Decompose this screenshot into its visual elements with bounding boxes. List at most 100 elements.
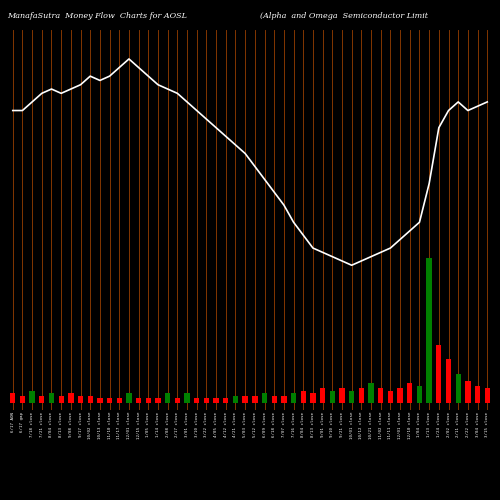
- Bar: [126, 393, 132, 403]
- Text: 7/07 close: 7/07 close: [282, 412, 286, 437]
- Bar: [68, 393, 73, 403]
- Bar: [58, 396, 64, 403]
- Text: 7/16 close: 7/16 close: [292, 412, 296, 437]
- Text: 4/12 close: 4/12 close: [224, 412, 228, 437]
- Bar: [165, 393, 170, 403]
- Bar: [146, 398, 151, 403]
- Bar: [272, 396, 277, 403]
- Text: 2/02 close: 2/02 close: [446, 412, 450, 437]
- Bar: [156, 398, 160, 403]
- Text: 9/10 close: 9/10 close: [330, 412, 334, 437]
- Bar: [484, 388, 490, 403]
- Text: 11/17 close: 11/17 close: [118, 412, 122, 440]
- Bar: [456, 374, 461, 403]
- Bar: [436, 345, 442, 403]
- Bar: [340, 388, 344, 403]
- Bar: [30, 390, 35, 403]
- Bar: [281, 396, 286, 403]
- Text: 7/21 close: 7/21 close: [40, 412, 44, 437]
- Text: 2/11 close: 2/11 close: [456, 412, 460, 437]
- Bar: [378, 388, 384, 403]
- Bar: [10, 393, 16, 403]
- Text: 6/17 AON: 6/17 AON: [10, 412, 14, 432]
- Bar: [252, 396, 258, 403]
- Bar: [20, 396, 25, 403]
- Text: 9/01 close: 9/01 close: [320, 412, 324, 437]
- Text: 8/13 close: 8/13 close: [311, 412, 315, 437]
- Text: 6/17 gap: 6/17 gap: [20, 412, 24, 432]
- Text: 1/13 close: 1/13 close: [427, 412, 431, 437]
- Text: (Alpha  and Omega  Semiconductor Limit: (Alpha and Omega Semiconductor Limit: [260, 12, 428, 20]
- Bar: [116, 398, 122, 403]
- Bar: [368, 384, 374, 403]
- Text: 10/12 close: 10/12 close: [360, 412, 364, 440]
- Text: 3/22 close: 3/22 close: [204, 412, 208, 437]
- Bar: [233, 396, 238, 403]
- Text: 4/21 close: 4/21 close: [234, 412, 237, 437]
- Text: 2/17 close: 2/17 close: [176, 412, 180, 437]
- Text: 10/02 close: 10/02 close: [88, 412, 92, 440]
- Bar: [291, 393, 296, 403]
- Text: 9/17 close: 9/17 close: [78, 412, 82, 437]
- Text: 3/10 close: 3/10 close: [194, 412, 198, 437]
- Bar: [417, 386, 422, 403]
- Text: 10/01 close: 10/01 close: [350, 412, 354, 440]
- Text: 3/04 close: 3/04 close: [476, 412, 480, 437]
- Text: 12/15 close: 12/15 close: [136, 412, 140, 440]
- Bar: [349, 390, 354, 403]
- Bar: [262, 393, 267, 403]
- Bar: [398, 388, 403, 403]
- Bar: [320, 388, 326, 403]
- Bar: [446, 360, 451, 403]
- Bar: [107, 398, 112, 403]
- Text: 6/09 close: 6/09 close: [262, 412, 266, 437]
- Text: 5/03 close: 5/03 close: [243, 412, 247, 437]
- Bar: [407, 384, 412, 403]
- Text: 1/14 close: 1/14 close: [156, 412, 160, 437]
- Text: 3/01 close: 3/01 close: [185, 412, 189, 437]
- Text: 10/21 close: 10/21 close: [369, 412, 373, 440]
- Text: 7/18 close: 7/18 close: [30, 412, 34, 437]
- Text: 8/13 close: 8/13 close: [59, 412, 63, 437]
- Bar: [184, 393, 190, 403]
- Text: 1/24 close: 1/24 close: [437, 412, 441, 437]
- Text: 8/04 close: 8/04 close: [50, 412, 54, 437]
- Text: 11/11 close: 11/11 close: [388, 412, 392, 440]
- Text: 9/21 close: 9/21 close: [340, 412, 344, 437]
- Bar: [39, 396, 44, 403]
- Bar: [465, 381, 470, 403]
- Bar: [214, 398, 219, 403]
- Bar: [426, 258, 432, 403]
- Bar: [204, 398, 209, 403]
- Bar: [194, 398, 200, 403]
- Bar: [358, 388, 364, 403]
- Text: 3/15 close: 3/15 close: [486, 412, 490, 437]
- Bar: [88, 396, 93, 403]
- Text: 8/04 close: 8/04 close: [302, 412, 306, 437]
- Bar: [475, 386, 480, 403]
- Text: 12/10 close: 12/10 close: [408, 412, 412, 440]
- Bar: [49, 393, 54, 403]
- Text: 10/13 close: 10/13 close: [98, 412, 102, 440]
- Text: 2/22 close: 2/22 close: [466, 412, 470, 437]
- Bar: [330, 390, 335, 403]
- Text: 9/08 close: 9/08 close: [69, 412, 73, 437]
- Text: 11/10 close: 11/10 close: [108, 412, 112, 440]
- Bar: [388, 390, 393, 403]
- Text: 11/02 close: 11/02 close: [378, 412, 382, 440]
- Bar: [78, 396, 83, 403]
- Bar: [242, 396, 248, 403]
- Text: 12/01 close: 12/01 close: [127, 412, 131, 440]
- Text: 5/12 close: 5/12 close: [253, 412, 257, 437]
- Bar: [300, 390, 306, 403]
- Text: 6/18 close: 6/18 close: [272, 412, 276, 437]
- Text: 1/05 close: 1/05 close: [146, 412, 150, 437]
- Bar: [223, 398, 228, 403]
- Bar: [136, 398, 141, 403]
- Bar: [97, 398, 102, 403]
- Bar: [174, 398, 180, 403]
- Text: 12/01 close: 12/01 close: [398, 412, 402, 440]
- Text: 4/05 close: 4/05 close: [214, 412, 218, 437]
- Text: 2/08 close: 2/08 close: [166, 412, 170, 437]
- Bar: [310, 393, 316, 403]
